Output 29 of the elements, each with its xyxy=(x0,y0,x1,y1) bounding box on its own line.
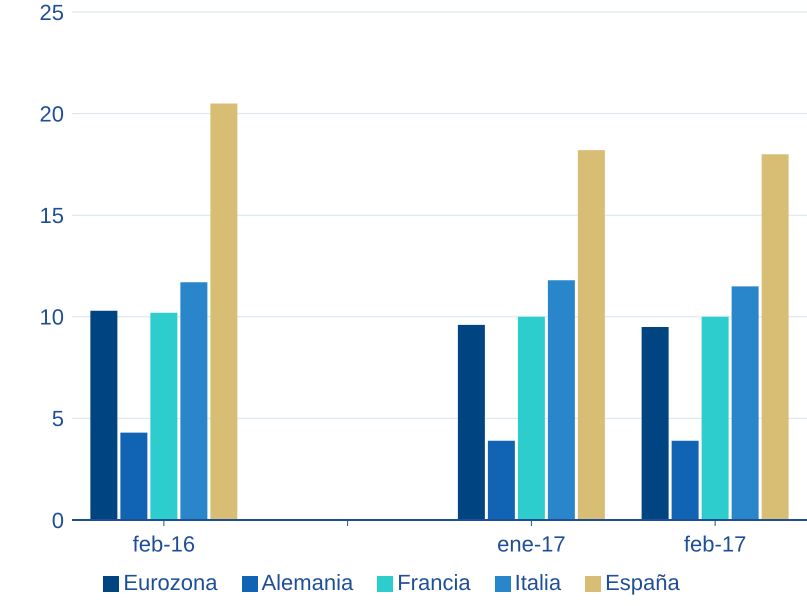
legend-label: Italia xyxy=(514,570,562,595)
bar xyxy=(120,432,148,520)
legend-label: Francia xyxy=(397,570,471,595)
bar xyxy=(90,310,118,520)
y-tick-label: 0 xyxy=(52,508,64,533)
bar xyxy=(150,312,178,520)
legend-label: Eurozona xyxy=(123,570,218,595)
bar xyxy=(518,316,545,520)
bar xyxy=(672,440,699,520)
bar xyxy=(210,103,238,520)
y-tick-label: 20 xyxy=(40,101,64,126)
bar xyxy=(642,326,669,520)
y-tick-label: 25 xyxy=(40,0,64,25)
legend-label: Alemania xyxy=(262,570,354,595)
bar xyxy=(702,316,729,520)
bar xyxy=(732,286,759,520)
y-tick-label: 10 xyxy=(40,304,64,330)
bar xyxy=(548,280,575,520)
legend-label: España xyxy=(605,570,680,595)
bar xyxy=(458,324,485,520)
x-tick-label: ene-17 xyxy=(497,532,566,557)
x-tick-label: feb-17 xyxy=(684,532,746,557)
x-tick-label: feb-16 xyxy=(132,532,196,557)
bar xyxy=(578,150,605,520)
y-tick-label: 15 xyxy=(40,203,64,228)
bar xyxy=(180,282,208,520)
y-tick-label: 5 xyxy=(52,406,64,432)
bar xyxy=(488,440,515,520)
bar xyxy=(762,154,789,520)
